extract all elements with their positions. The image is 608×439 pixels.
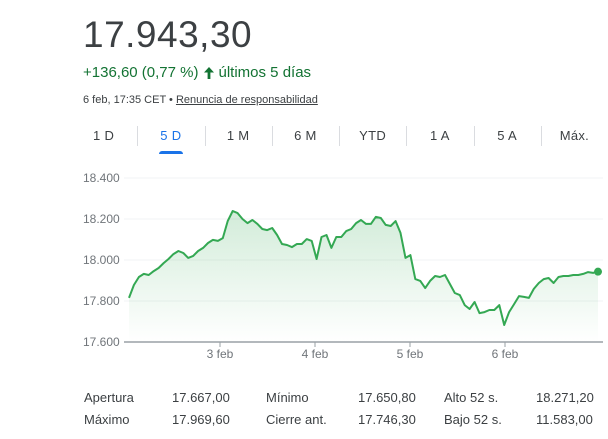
tab-label: 1 A xyxy=(430,128,450,143)
active-tab-indicator xyxy=(158,151,183,154)
chart-line xyxy=(128,210,599,326)
stats-row: Máximo 17.969,60 Cierre ant. 17.746,30 B… xyxy=(84,408,606,430)
separator: • xyxy=(169,94,173,106)
y-tick-label: 18.400 xyxy=(83,171,120,185)
timestamp: 6 feb, 17:35 CET xyxy=(83,94,166,106)
stat-label: Máximo xyxy=(84,411,130,427)
timestamp-line: 6 feb, 17:35 CET • Renuncia de responsab… xyxy=(83,94,318,106)
stats-row: Apertura 17.667,00 Mínimo 17.650,80 Alto… xyxy=(84,386,606,408)
tab-label: 1 D xyxy=(93,128,115,143)
stat-value: 18.271,20 xyxy=(536,389,594,405)
stat-value: 17.667,00 xyxy=(172,389,230,405)
stat-value: 17.746,30 xyxy=(358,411,416,427)
tab-label: 5 A xyxy=(497,128,517,143)
tab-max[interactable]: Máx. xyxy=(540,124,608,150)
stat-label: Bajo 52 s. xyxy=(444,411,502,427)
tab-1d[interactable]: 1 D xyxy=(70,124,137,150)
y-tick-label: 17.600 xyxy=(83,335,120,349)
disclaimer-link[interactable]: Renuncia de responsabilidad xyxy=(175,94,318,106)
range-tabs: 1 D 5 D 1 M 6 M YTD 1 A 5 A Máx. xyxy=(70,124,608,154)
x-tick-label: 6 feb xyxy=(491,347,519,361)
last-point-marker xyxy=(594,267,602,276)
chart-area-fill xyxy=(129,211,598,342)
price-change: +136,60 (0,77 %) últimos 5 días xyxy=(83,64,311,81)
stat-label: Mínimo xyxy=(266,389,309,405)
stat-value: 17.650,80 xyxy=(358,389,416,405)
stat-label: Alto 52 s. xyxy=(444,389,499,405)
x-tick-label: 3 feb xyxy=(206,347,234,361)
tab-ytd[interactable]: YTD xyxy=(339,124,406,150)
stat-value: 17.969,60 xyxy=(172,411,230,427)
current-price: 17.943,30 xyxy=(83,14,253,55)
tab-label: 5 D xyxy=(160,128,182,143)
change-value: +136,60 (0,77 %) xyxy=(83,64,199,81)
tab-1m[interactable]: 1 M xyxy=(204,124,272,150)
stat-label: Cierre ant. xyxy=(266,411,327,427)
tab-5d[interactable]: 5 D xyxy=(137,124,204,154)
tab-label: YTD xyxy=(359,128,387,143)
tab-label: 6 M xyxy=(294,128,317,143)
tab-label: 1 M xyxy=(226,128,250,143)
stat-label: Apertura xyxy=(84,389,134,405)
x-tick-label: 4 feb xyxy=(301,347,329,361)
tab-5a[interactable]: 5 A xyxy=(473,124,541,150)
tab-1a[interactable]: 1 A xyxy=(406,124,473,150)
x-ticks xyxy=(219,342,506,347)
stat-value: 11.583,00 xyxy=(536,411,593,427)
y-tick-label: 18.000 xyxy=(83,253,120,267)
arrow-up-icon xyxy=(203,66,215,80)
x-tick-label: 5 feb xyxy=(396,347,424,361)
y-tick-label: 18.200 xyxy=(83,212,120,226)
change-period: últimos 5 días xyxy=(218,64,312,81)
stats-table: Apertura 17.667,00 Mínimo 17.650,80 Alto… xyxy=(84,386,606,430)
tab-6m[interactable]: 6 M xyxy=(271,124,339,150)
y-tick-label: 17.800 xyxy=(83,294,120,308)
tab-label: Máx. xyxy=(559,128,590,143)
